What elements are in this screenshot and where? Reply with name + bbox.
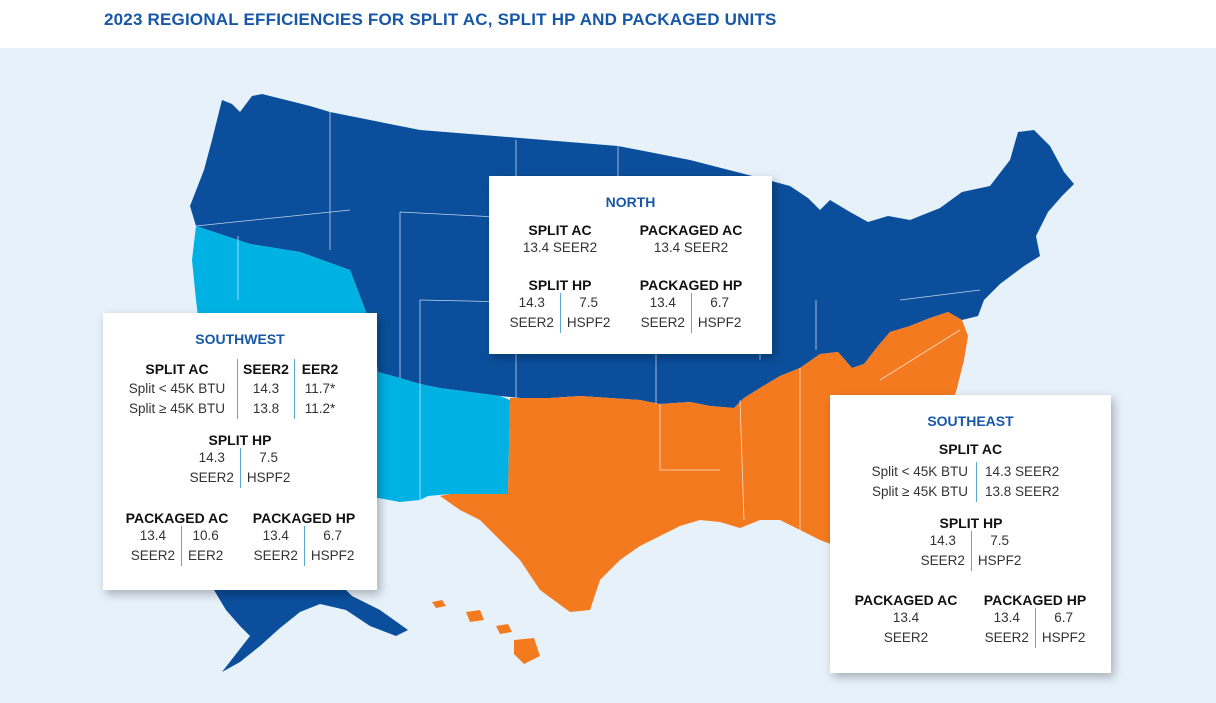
southeast-packaged-hp-seer: 13.4: [993, 610, 1020, 625]
southwest-split-hp-seer-unit: SEER2: [189, 470, 234, 485]
southwest-packaged-ac: PACKAGED AC 13.4 SEER2 10.6 EER2: [115, 510, 239, 566]
southwest-split-hp-hspf-unit: HSPF2: [246, 470, 291, 485]
page-title: 2023 REGIONAL EFFICIENCIES FOR SPLIT AC,…: [104, 10, 777, 29]
north-split-hp-seer: 14.3: [518, 295, 545, 310]
southwest-row2-eer: 11.2*: [294, 399, 345, 419]
north-split-hp: SPLIT HP 14.3 SEER2 7.5 HSPF2: [499, 277, 621, 333]
southeast-card: SOUTHEAST SPLIT AC Split < 45K BTU 14.3 …: [830, 395, 1111, 673]
southeast-row1-label: Split < 45K BTU: [871, 464, 968, 479]
southeast-split-hp-seer: 14.3: [929, 533, 956, 548]
north-packaged-hp-hspf-unit: HSPF2: [697, 315, 742, 330]
southwest-split-ac-label: SPLIT AC: [145, 361, 209, 377]
southwest-packaged-ac-label: PACKAGED AC: [125, 510, 229, 526]
southwest-split-ac-table: SPLIT AC SEER2 EER2 Split < 45K BTU 14.3…: [117, 359, 345, 419]
southwest-packaged-hp-hspf: 6.7: [323, 528, 343, 543]
southwest-row1-seer: 14.3: [237, 379, 295, 399]
southeast-packaged-hp-seer-unit: SEER2: [984, 630, 1029, 645]
table-row: Split ≥ 45K BTU 13.8 11.2*: [117, 399, 345, 419]
southwest-seer-col: SEER2: [237, 359, 295, 379]
southwest-packaged-ac-eer-unit: EER2: [188, 548, 224, 563]
southwest-packaged-hp-seer: 13.4: [262, 528, 289, 543]
southwest-packaged-hp: PACKAGED HP 13.4 SEER2 6.7 HSPF2: [241, 510, 367, 566]
north-packaged-hp-label: PACKAGED HP: [639, 277, 743, 293]
north-split-hp-seer-unit: SEER2: [509, 315, 554, 330]
southeast-packaged-hp-hspf: 6.7: [1054, 610, 1074, 625]
southwest-row1-eer: 11.7*: [294, 379, 345, 399]
north-packaged-ac-label: PACKAGED AC: [639, 222, 743, 238]
southwest-split-hp-hspf: 7.5: [259, 450, 279, 465]
north-split-hp-hspf: 7.5: [579, 295, 599, 310]
southwest-packaged-ac-seer: 13.4: [139, 528, 166, 543]
southwest-packaged-ac-seer-unit: SEER2: [130, 548, 175, 563]
southwest-split-hp-seer: 14.3: [198, 450, 225, 465]
north-packaged-hp-seer: 13.4: [649, 295, 676, 310]
southwest-title: SOUTHWEST: [195, 331, 285, 347]
southwest-packaged-hp-hspf-unit: HSPF2: [310, 548, 355, 563]
southwest-card: SOUTHWEST SPLIT AC SEER2 EER2 Split < 45…: [103, 313, 377, 590]
southeast-row2-value: 13.8 SEER2: [976, 482, 1060, 502]
southeast-packaged-ac-seer-unit: SEER2: [883, 630, 929, 645]
table-row: Split ≥ 45K BTU 13.8 SEER2: [860, 482, 1060, 502]
southwest-row1-label: Split < 45K BTU: [128, 381, 226, 396]
southeast-title: SOUTHEAST: [927, 413, 1014, 429]
southwest-packaged-hp-label: PACKAGED HP: [252, 510, 356, 526]
southwest-split-hp: SPLIT HP 14.3 SEER2 7.5 HSPF2: [163, 432, 317, 488]
southeast-packaged-ac-seer: 13.4: [892, 610, 920, 625]
north-split-hp-hspf-unit: HSPF2: [566, 315, 611, 330]
north-split-ac-label: SPLIT AC: [528, 222, 592, 238]
southwest-eer-col: EER2: [294, 359, 345, 379]
southeast-split-hp-hspf-unit: HSPF2: [977, 553, 1022, 568]
table-row: Split < 45K BTU 14.3 11.7*: [117, 379, 345, 399]
southeast-row1-value: 14.3 SEER2: [976, 462, 1060, 482]
north-split-ac: SPLIT AC 13.4 SEER2: [499, 222, 621, 258]
southeast-split-hp-hspf: 7.5: [990, 533, 1010, 548]
southeast-row2-label: Split ≥ 45K BTU: [872, 484, 968, 499]
north-title: NORTH: [605, 194, 656, 210]
southeast-packaged-hp-label: PACKAGED HP: [983, 592, 1087, 608]
southeast-split-ac-table: Split < 45K BTU 14.3 SEER2 Split ≥ 45K B…: [860, 462, 1060, 502]
southeast-split-hp: SPLIT HP 14.3 SEER2 7.5 HSPF2: [894, 515, 1048, 571]
southeast-split-ac-label: SPLIT AC: [938, 441, 1003, 457]
southeast-packaged-hp: PACKAGED HP 13.4 SEER2 6.7 HSPF2: [972, 592, 1098, 648]
north-packaged-hp: PACKAGED HP 13.4 SEER2 6.7 HSPF2: [629, 277, 753, 333]
southeast-split-hp-seer-unit: SEER2: [920, 553, 965, 568]
southeast-packaged-ac: PACKAGED AC 13.4 SEER2: [846, 592, 966, 648]
southwest-row2-label: Split ≥ 45K BTU: [129, 401, 225, 416]
southwest-packaged-hp-seer-unit: SEER2: [253, 548, 298, 563]
north-card: NORTH SPLIT AC 13.4 SEER2 PACKAGED AC 13…: [489, 176, 772, 354]
north-split-ac-value: 13.4 SEER2: [522, 240, 598, 255]
north-packaged-ac: PACKAGED AC 13.4 SEER2: [629, 222, 753, 258]
hawaii-shape: [432, 600, 540, 664]
north-split-hp-label: SPLIT HP: [528, 277, 592, 293]
southwest-packaged-ac-eer: 10.6: [192, 528, 219, 543]
north-packaged-hp-hspf: 6.7: [710, 295, 730, 310]
north-packaged-hp-seer-unit: SEER2: [640, 315, 685, 330]
table-row: Split < 45K BTU 14.3 SEER2: [860, 462, 1060, 482]
southeast-split-hp-label: SPLIT HP: [939, 515, 1003, 531]
north-packaged-ac-value: 13.4 SEER2: [653, 240, 729, 255]
southeast-packaged-ac-label: PACKAGED AC: [854, 592, 958, 608]
southwest-row2-seer: 13.8: [237, 399, 295, 419]
southwest-split-hp-label: SPLIT HP: [208, 432, 272, 448]
southeast-packaged-hp-hspf-unit: HSPF2: [1041, 630, 1086, 645]
